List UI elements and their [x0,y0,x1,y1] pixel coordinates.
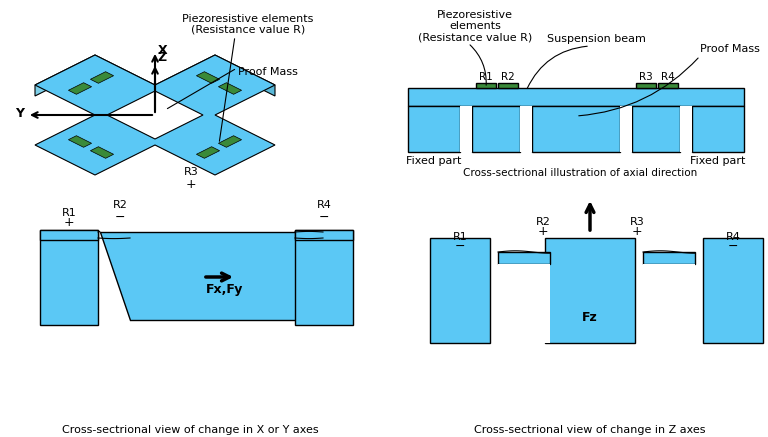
Polygon shape [35,55,275,175]
Polygon shape [197,72,220,83]
Bar [408,88,744,106]
Polygon shape [68,83,91,94]
Text: Cross-sectrional illustration of axial direction: Cross-sectrional illustration of axial d… [463,168,697,178]
Polygon shape [197,147,220,158]
Text: R3: R3 [630,217,644,227]
Text: +: + [186,178,197,191]
Text: R3: R3 [639,72,653,82]
Text: +: + [64,216,74,229]
Bar [620,106,632,152]
Text: R1: R1 [61,208,76,218]
Text: R3: R3 [184,167,198,177]
Text: −: − [319,211,329,224]
Polygon shape [35,55,95,96]
Bar [40,230,98,240]
Polygon shape [218,136,242,147]
Polygon shape [68,136,91,147]
Bar [498,252,550,264]
Text: R4: R4 [726,232,740,242]
Polygon shape [218,83,242,94]
Bar [643,264,695,343]
Bar [498,83,518,88]
Text: Piezoresistive: Piezoresistive [437,10,513,20]
Polygon shape [91,72,114,83]
Bar [472,106,520,152]
Bar [703,238,763,343]
Bar [545,238,635,343]
Polygon shape [107,91,203,139]
Polygon shape [215,55,275,96]
Text: Cross-sectrional view of change in X or Y axes: Cross-sectrional view of change in X or … [61,425,318,435]
Polygon shape [91,147,114,158]
Text: (Resistance value R): (Resistance value R) [191,25,305,35]
Bar [643,252,695,264]
Text: R1: R1 [479,72,493,82]
Text: −: − [728,240,738,253]
Bar [532,106,620,152]
Text: Proof Mass: Proof Mass [700,44,760,54]
Text: +: + [632,225,642,238]
Bar [498,264,550,343]
Text: R4: R4 [316,200,332,210]
Bar [632,106,680,152]
Text: Cross-sectrional view of change in Z axes: Cross-sectrional view of change in Z axe… [475,425,706,435]
Bar [295,230,353,325]
Text: Fixed part: Fixed part [690,156,746,166]
Bar [636,83,656,88]
Text: elements: elements [449,21,501,31]
Bar [460,106,472,152]
Bar [476,83,496,88]
Text: R2: R2 [113,200,127,210]
Bar [430,238,490,343]
Bar [40,230,98,325]
Bar [680,106,692,152]
Text: Piezoresistive elements: Piezoresistive elements [182,14,313,24]
Text: Fz: Fz [582,311,598,324]
Text: X: X [158,44,167,57]
Text: R1: R1 [452,232,468,242]
Text: Suspension beam: Suspension beam [547,34,645,44]
Text: Z: Z [158,51,167,64]
Text: Fx,Fy: Fx,Fy [207,283,243,296]
Bar [692,106,744,152]
Bar [295,230,353,240]
Text: R2: R2 [535,217,551,227]
Text: Y: Y [15,107,24,120]
Text: +: + [538,225,548,238]
Polygon shape [155,55,215,96]
Bar [658,83,678,88]
Text: R4: R4 [661,72,675,82]
Bar [408,106,460,152]
Text: (Resistance value R): (Resistance value R) [418,32,532,42]
Text: −: − [455,240,465,253]
Bar [520,106,532,152]
Text: −: − [114,211,125,224]
Polygon shape [100,232,323,320]
Text: Fixed part: Fixed part [406,156,462,166]
Polygon shape [95,55,155,96]
Text: Proof Mass: Proof Mass [238,67,298,77]
Text: R2: R2 [502,72,515,82]
